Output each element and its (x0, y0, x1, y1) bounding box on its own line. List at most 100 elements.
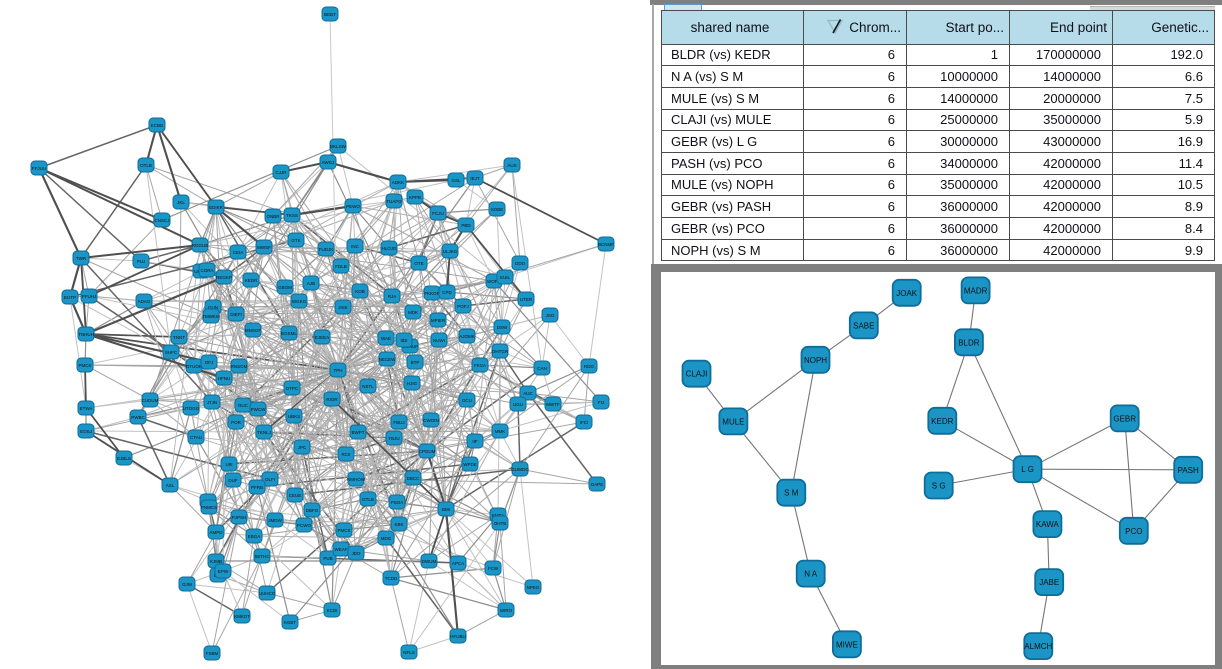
svg-text:TNHUH: TNHUH (78, 332, 94, 337)
svg-text:CAN: CAN (537, 366, 547, 371)
svg-text:HFUBU: HFUBU (450, 634, 466, 639)
svg-text:WAE: WAE (381, 336, 391, 341)
svg-text:PEWO: PEWO (346, 204, 360, 209)
svg-text:EDIKR: EDIKR (209, 205, 224, 210)
svg-text:AWGJ: AWGJ (322, 160, 335, 165)
svg-text:FUDJK: FUDJK (319, 247, 334, 252)
svg-text:S G: S G (932, 482, 946, 491)
svg-text:JKL: JKL (177, 200, 185, 205)
svg-text:TUAFG: TUAFG (386, 199, 402, 204)
svg-text:MWTF: MWTF (546, 402, 560, 407)
svg-text:DSW: DSW (497, 325, 508, 330)
svg-text:PASH: PASH (1178, 466, 1199, 475)
svg-text:SOBE: SOBE (491, 207, 504, 212)
svg-text:OLFI: OLFI (265, 477, 275, 482)
svg-text:WGKG: WGKG (292, 299, 307, 304)
svg-text:AMPD: AMPD (209, 530, 223, 535)
svg-text:CLAJI: CLAJI (686, 370, 708, 379)
svg-text:UIII: UIII (225, 462, 232, 467)
svg-text:DWUM: DWUM (422, 559, 437, 564)
svg-text:N A: N A (804, 570, 818, 579)
svg-text:IIF: IIF (472, 439, 478, 444)
svg-text:CEUE: CEUE (289, 493, 302, 498)
svg-text:KMTA: KMTA (492, 513, 504, 518)
svg-text:MADR: MADR (964, 286, 988, 295)
svg-text:MULE: MULE (722, 417, 744, 426)
svg-text:SETHC: SETHC (254, 554, 270, 559)
svg-text:GUWDO: GUWDO (511, 467, 529, 472)
svg-text:RUC: RUC (238, 403, 248, 408)
svg-text:GBOM: GBOM (278, 285, 292, 290)
svg-text:RDO: RDO (584, 364, 594, 369)
svg-text:MIWE: MIWE (836, 640, 858, 649)
svg-text:MPIER: MPIER (431, 318, 446, 323)
svg-text:POR: POR (231, 420, 242, 425)
svg-text:CPD: CPD (442, 290, 452, 295)
svg-text:CUDUM: CUDUM (142, 398, 159, 403)
svg-text:PJPSH: PJPSH (232, 515, 247, 520)
svg-text:APCA: APCA (452, 561, 464, 566)
svg-text:OJW: OJW (182, 582, 193, 587)
svg-text:OHTB: OHTB (494, 521, 507, 526)
svg-text:UBKS: UBKS (288, 414, 300, 419)
svg-text:BTP: BTP (411, 360, 420, 365)
svg-text:TPH: TPH (334, 368, 343, 373)
svg-text:L G: L G (1021, 465, 1034, 474)
svg-text:OFJ: OFJ (205, 360, 214, 365)
svg-text:KPPB: KPPB (409, 195, 421, 200)
svg-text:PNMCS: PNMCS (201, 505, 217, 510)
svg-text:PFRB: PFRB (251, 485, 263, 490)
svg-text:PBD: PBD (461, 223, 471, 228)
svg-text:FIJ: FIJ (598, 400, 604, 405)
svg-text:MMK: MMK (495, 429, 506, 434)
svg-text:GUN: GUN (208, 305, 218, 310)
svg-text:BWPT: BWPT (352, 430, 365, 435)
svg-text:CWOIN: CWOIN (423, 418, 439, 423)
svg-text:IFCI: IFCI (580, 420, 589, 425)
svg-text:MNSGF: MNSGF (245, 328, 262, 333)
svg-text:BMI: BMI (442, 507, 450, 512)
svg-text:WEAF: WEAF (335, 547, 348, 552)
svg-text:NFLS: NFLS (403, 650, 415, 655)
svg-text:OHTGR: OHTGR (492, 349, 509, 354)
svg-text:JOAK: JOAK (896, 289, 918, 298)
svg-text:AUC: AUC (523, 391, 533, 396)
svg-text:NUWI: NUWI (433, 338, 445, 343)
svg-text:TKNLJ: TKNLJ (257, 430, 271, 435)
svg-text:NOPH: NOPH (804, 356, 827, 365)
svg-text:S M: S M (784, 489, 799, 498)
svg-text:SHFC: SHFC (165, 350, 178, 355)
svg-text:DBFO: DBFO (306, 508, 319, 513)
svg-text:MDK: MDK (408, 310, 418, 315)
svg-text:RNSOM: RNSOM (231, 364, 248, 369)
svg-text:HFNU: HFNU (218, 376, 231, 381)
svg-text:FFJUU: FFJUU (32, 166, 46, 171)
svg-text:NPEG: NPEG (527, 585, 540, 590)
svg-text:RCII: RCII (342, 452, 351, 457)
svg-text:JTJN: JTJN (207, 400, 218, 405)
svg-text:TWR: TWR (76, 256, 87, 261)
svg-text:REGKP: REGKP (216, 275, 232, 280)
svg-text:PWCW: PWCW (251, 407, 266, 412)
svg-text:UUHCG: UUHCG (259, 591, 276, 596)
svg-text:ASL: ASL (166, 483, 175, 488)
svg-text:PCO: PCO (1125, 527, 1142, 536)
svg-text:CJJR: CJJR (276, 170, 288, 175)
svg-text:EJEEA: EJEEA (315, 335, 329, 340)
svg-text:RJA: RJA (388, 294, 397, 299)
svg-text:FDLB: FDLB (335, 264, 347, 269)
svg-text:GTLB: GTLB (362, 497, 374, 502)
svg-text:KMKDT: KMKDT (234, 614, 250, 619)
svg-text:PUJ: PUJ (137, 259, 146, 264)
svg-text:WOPH: WOPH (487, 279, 501, 284)
svg-text:TBJU: TBJU (388, 436, 399, 441)
svg-text:DBCC: DBCC (407, 476, 421, 481)
svg-text:EBGA: EBGA (248, 534, 261, 539)
svg-text:EOSJ: EOSJ (80, 429, 92, 434)
svg-text:BKLSW: BKLSW (330, 144, 347, 149)
svg-text:FKKOP: FKKOP (424, 291, 439, 296)
svg-text:BCNMF: BCNMF (598, 242, 614, 247)
svg-text:RIOR: RIOR (326, 397, 338, 402)
svg-text:KOB: KOB (355, 289, 365, 294)
svg-text:POFJ: POFJ (457, 304, 469, 309)
